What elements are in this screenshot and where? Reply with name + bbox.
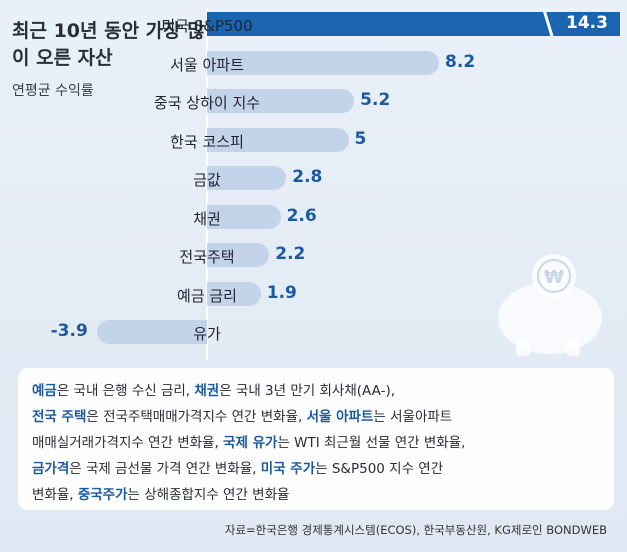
bar-5 [207, 204, 281, 229]
category-label-7: 예금 금리 [177, 286, 237, 305]
note-keyword: 전국 주택 [32, 409, 87, 425]
note-keyword: 채권 [194, 383, 220, 399]
value-label-7: 1.9 [266, 282, 297, 303]
note-keyword: 미국 주가 [260, 461, 316, 477]
note-text-segment: 매매실거래가격지수 연간 변화율, [32, 435, 224, 451]
note-keyword: 중국주가 [77, 487, 128, 503]
value-label-5: 2.6 [286, 205, 317, 226]
note-keyword: 국제 유가 [223, 435, 278, 451]
note-text-segment: 변화율, [32, 487, 78, 503]
bar-2 [207, 89, 355, 113]
value-label-3: 5 [354, 128, 367, 149]
category-label-3: 한국 코스피 [170, 132, 244, 151]
note-text-segment: 는 WTI 최근월 선물 연간 변화율, [277, 435, 466, 451]
bar-3 [207, 127, 349, 152]
bar-7 [207, 281, 261, 306]
chart-subtitle: 연평균 수익률 [12, 83, 94, 99]
note-text-segment: 는 상해종합지수 연간 변화율 [127, 487, 290, 503]
value-label-4: 2.8 [292, 167, 323, 187]
bar-1 [207, 50, 440, 75]
coin-symbol: ₩ [544, 267, 564, 288]
note-text-segment: 은 국제 금선물 가격 연간 변화율, [69, 461, 261, 477]
note-keyword: 예금 [32, 383, 57, 399]
category-label-0: 미국 S&P500 [161, 17, 253, 35]
bar-8 [96, 320, 207, 344]
axis-break-icon [542, 10, 554, 36]
bar-6 [207, 243, 270, 267]
note-text-segment: 는 서울아파트 [373, 409, 453, 425]
value-label-8: -3.9 [50, 321, 88, 341]
note-text-segment: 는 S&P500 지수 연간 [315, 461, 444, 477]
value-label-6: 2.2 [275, 244, 306, 264]
note-text-segment: 은 국내 3년 만기 회사채(AA-), [219, 383, 395, 399]
source-text: 자료=한국은행 경제통계시스템(ECOS), 한국부동산원, KG제로인 BON… [224, 523, 607, 537]
value-label-0: 14.3 [566, 13, 608, 33]
category-label-8: 유가 [193, 325, 221, 343]
value-label-2: 5.2 [360, 90, 391, 110]
note-keyword: 금가격 [32, 461, 70, 477]
category-label-4: 금값 [193, 171, 221, 189]
category-label-2: 중국 상하이 지수 [153, 94, 261, 112]
category-label-5: 채권 [193, 209, 221, 228]
bar-4 [207, 166, 287, 190]
note-keyword: 서울 아파트 [306, 409, 374, 425]
chart-title: 최근 10년 동안 가장 많이 오른 자산 [12, 20, 205, 69]
notes-box: 예금은 국내 은행 수신 금리, 채권은 국내 3년 만기 회사채(AA-), 전… [18, 368, 614, 510]
category-label-6: 전국주택 [179, 248, 235, 266]
category-label-1: 서울 아파트 [170, 55, 244, 74]
notes-text: 예금은 국내 은행 수신 금리, 채권은 국내 3년 만기 회사채(AA-), 전… [32, 378, 600, 508]
note-text-segment: 은 전국주택매매가격지수 연간 변화율, [86, 409, 307, 425]
note-text-segment: 은 국내 은행 수신 금리, [56, 383, 195, 399]
value-label-1: 8.2 [445, 51, 476, 72]
piggy-bank-icon: ₩ [498, 254, 602, 356]
